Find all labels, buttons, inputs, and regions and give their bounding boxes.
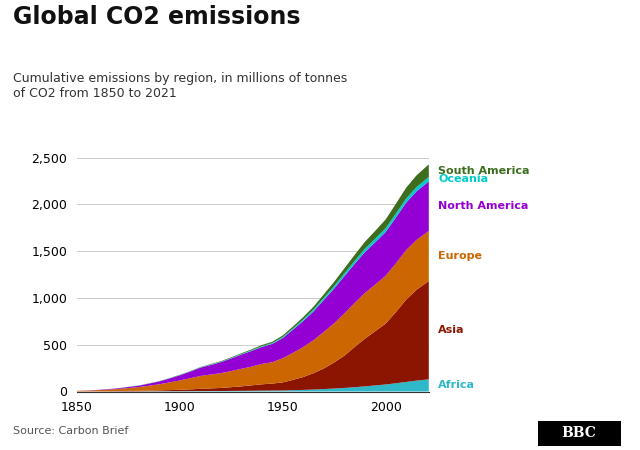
Text: Global CO2 emissions: Global CO2 emissions [13, 4, 300, 28]
Text: Oceania: Oceania [438, 174, 488, 184]
Text: South America: South America [438, 166, 530, 176]
Text: Cumulative emissions by region, in millions of tonnes
of CO2 from 1850 to 2021: Cumulative emissions by region, in milli… [13, 72, 347, 100]
Text: Africa: Africa [438, 380, 476, 391]
Text: Asia: Asia [438, 325, 465, 335]
Text: Europe: Europe [438, 251, 483, 261]
Text: Source: Carbon Brief: Source: Carbon Brief [13, 427, 128, 436]
Text: BBC: BBC [562, 426, 596, 440]
Text: North America: North America [438, 201, 529, 211]
